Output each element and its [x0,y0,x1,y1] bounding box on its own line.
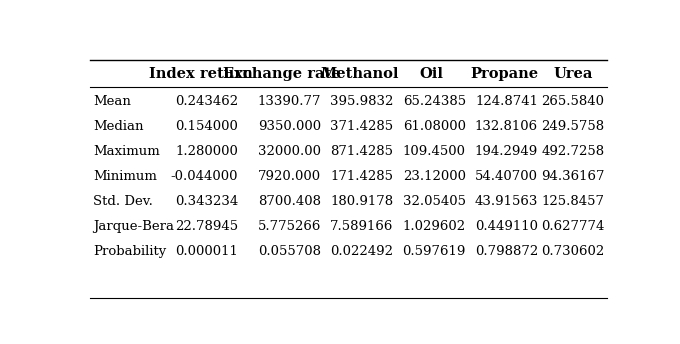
Text: 0.154000: 0.154000 [175,120,238,133]
Text: -0.044000: -0.044000 [171,170,238,183]
Text: 0.730602: 0.730602 [541,245,605,258]
Text: 395.9832: 395.9832 [330,95,394,108]
Text: 0.000011: 0.000011 [175,245,238,258]
Text: 871.4285: 871.4285 [330,145,394,158]
Text: 61.08000: 61.08000 [403,120,466,133]
Text: Mean: Mean [93,95,131,108]
Text: 8700.408: 8700.408 [258,195,322,208]
Text: 180.9178: 180.9178 [330,195,394,208]
Text: 5.775266: 5.775266 [258,220,322,233]
Text: 65.24385: 65.24385 [403,95,466,108]
Text: 23.12000: 23.12000 [403,170,466,183]
Text: 7.589166: 7.589166 [330,220,394,233]
Text: 0.449110: 0.449110 [475,220,538,233]
Text: 1.029602: 1.029602 [403,220,466,233]
Text: Propane: Propane [470,67,538,80]
Text: 0.627774: 0.627774 [541,220,605,233]
Text: 0.597619: 0.597619 [403,245,466,258]
Text: 54.40700: 54.40700 [475,170,538,183]
Text: 492.7258: 492.7258 [541,145,605,158]
Text: 9350.000: 9350.000 [258,120,322,133]
Text: 94.36167: 94.36167 [541,170,605,183]
Text: Minimum: Minimum [93,170,157,183]
Text: 371.4285: 371.4285 [330,120,394,133]
Text: 0.243462: 0.243462 [175,95,238,108]
Text: 32000.00: 32000.00 [258,145,322,158]
Text: Std. Dev.: Std. Dev. [93,195,153,208]
Text: 32.05405: 32.05405 [403,195,466,208]
Text: Index return: Index return [150,67,253,80]
Text: 0.798872: 0.798872 [475,245,538,258]
Text: Maximum: Maximum [93,145,160,158]
Text: 249.5758: 249.5758 [541,120,605,133]
Text: 125.8457: 125.8457 [542,195,605,208]
Text: 194.2949: 194.2949 [475,145,538,158]
Text: 43.91563: 43.91563 [475,195,538,208]
Text: 13390.77: 13390.77 [258,95,322,108]
Text: 171.4285: 171.4285 [330,170,394,183]
Text: 22.78945: 22.78945 [175,220,238,233]
Text: Methanol: Methanol [320,67,399,80]
Text: Probability: Probability [93,245,166,258]
Text: 1.280000: 1.280000 [175,145,238,158]
Text: 265.5840: 265.5840 [542,95,605,108]
Text: 0.055708: 0.055708 [258,245,322,258]
Text: 0.022492: 0.022492 [330,245,394,258]
Text: 7920.000: 7920.000 [258,170,322,183]
Text: 132.8106: 132.8106 [475,120,538,133]
Text: 0.343234: 0.343234 [175,195,238,208]
Text: Median: Median [93,120,143,133]
Text: Oil: Oil [420,67,444,80]
Text: 124.8741: 124.8741 [475,95,538,108]
Text: Jarque-Bera: Jarque-Bera [93,220,174,233]
Text: Urea: Urea [554,67,593,80]
Text: Exchange rate: Exchange rate [223,67,341,80]
Text: 109.4500: 109.4500 [403,145,466,158]
